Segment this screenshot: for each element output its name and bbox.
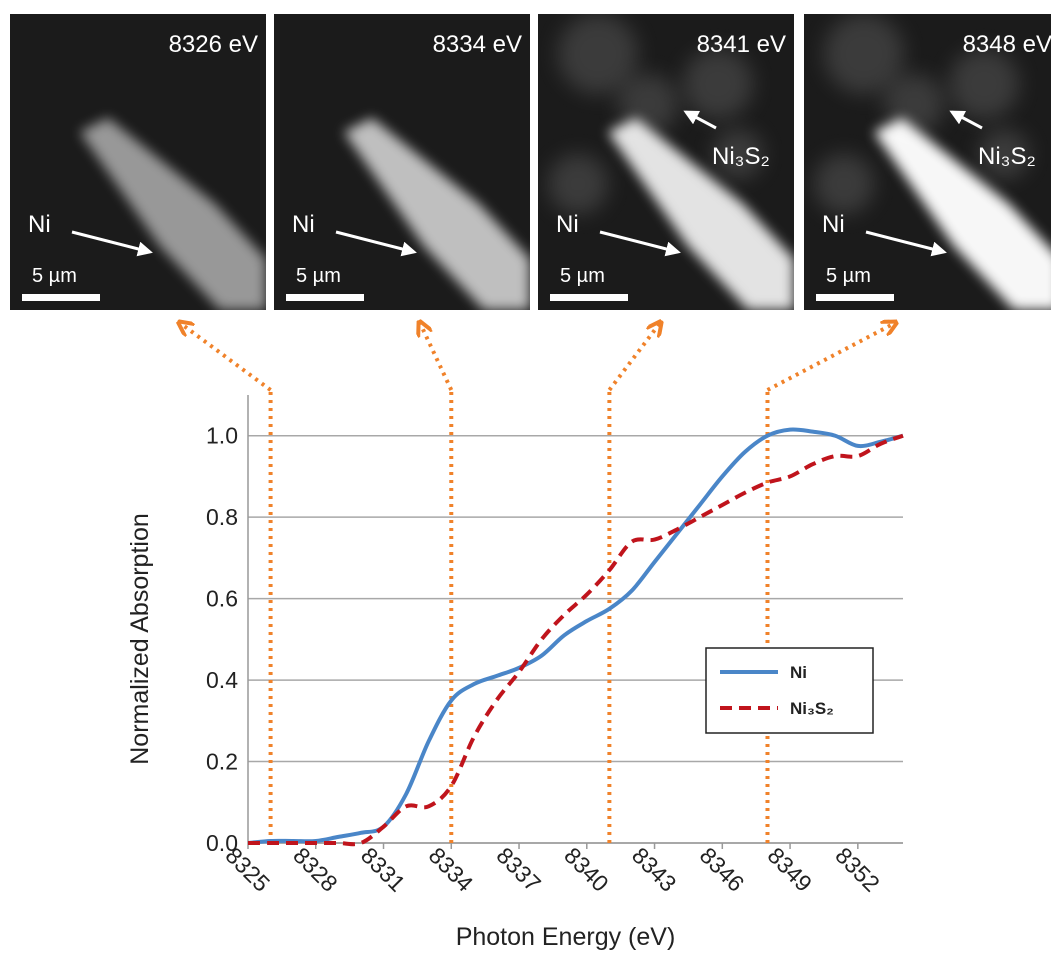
- x-tick-label: 8346: [695, 842, 750, 897]
- x-tick-label: 8352: [830, 842, 885, 897]
- feature-label: Ni: [556, 211, 579, 238]
- texture: [548, 154, 608, 214]
- energy-label: 8326 eV: [169, 31, 258, 58]
- scale-label: 5 µm: [826, 265, 871, 287]
- image-panel: 8348 eV Ni Ni₃S₂ 5 µm: [804, 14, 1051, 310]
- y-axis-title: Normalized Absorption: [126, 513, 154, 765]
- texture: [949, 49, 1019, 119]
- feature-label: Ni₃S₂: [978, 143, 1036, 170]
- energy-label: 8334 eV: [433, 31, 522, 58]
- scale-label: 5 µm: [296, 265, 341, 287]
- feature-label: Ni₃S₂: [712, 143, 770, 170]
- y-tick-label: 1.0: [206, 423, 238, 449]
- scale-bar: [816, 294, 894, 301]
- y-tick-label: 0.8: [206, 504, 238, 530]
- x-tick-label: 8337: [491, 842, 546, 897]
- legend-box: [706, 648, 873, 733]
- x-tick-label: 8340: [559, 842, 614, 897]
- marker-arrow: [609, 323, 660, 390]
- image-panel: 8326 eV Ni 5 µm: [10, 14, 266, 310]
- feature-label: Ni: [822, 211, 845, 238]
- x-tick-label: 8328: [288, 842, 343, 897]
- image-panel: 8341 eV Ni Ni₃S₂ 5 µm: [538, 14, 794, 310]
- texture: [824, 14, 904, 94]
- energy-label: 8341 eV: [697, 31, 786, 58]
- scale-bar: [550, 294, 628, 301]
- legend-label: Ni₃S₂: [790, 699, 834, 718]
- x-axis-title: Photon Energy (eV): [456, 923, 676, 951]
- scale-bar: [286, 294, 364, 301]
- x-tick-label: 8331: [356, 842, 411, 897]
- x-tick-label: 8343: [627, 842, 682, 897]
- figure: 8326 eV Ni 5 µm 8334 eV Ni 5 µm 8341 eV Ni Ni₃S₂…: [0, 0, 1051, 953]
- texture: [558, 14, 638, 94]
- image-panel: 8334 eV Ni 5 µm: [274, 14, 530, 310]
- feature-label: Ni: [28, 211, 51, 238]
- legend-label: Ni: [790, 663, 807, 682]
- series-line: [248, 429, 903, 843]
- x-tick-label: 8334: [424, 842, 479, 897]
- marker-arrow: [420, 323, 451, 390]
- texture: [814, 154, 874, 214]
- scale-bar: [22, 294, 100, 301]
- y-tick-label: 0.4: [206, 667, 238, 693]
- scale-label: 5 µm: [32, 265, 77, 287]
- feature-label: Ni: [292, 211, 315, 238]
- series-line: [248, 436, 903, 844]
- energy-label: 8348 eV: [963, 31, 1051, 58]
- marker-arrow: [180, 323, 271, 390]
- x-tick-label: 8349: [763, 842, 818, 897]
- scale-label: 5 µm: [560, 265, 605, 287]
- texture: [683, 49, 753, 119]
- marker-arrow: [767, 323, 895, 390]
- y-tick-label: 0.2: [206, 749, 238, 775]
- y-tick-label: 0.6: [206, 586, 238, 612]
